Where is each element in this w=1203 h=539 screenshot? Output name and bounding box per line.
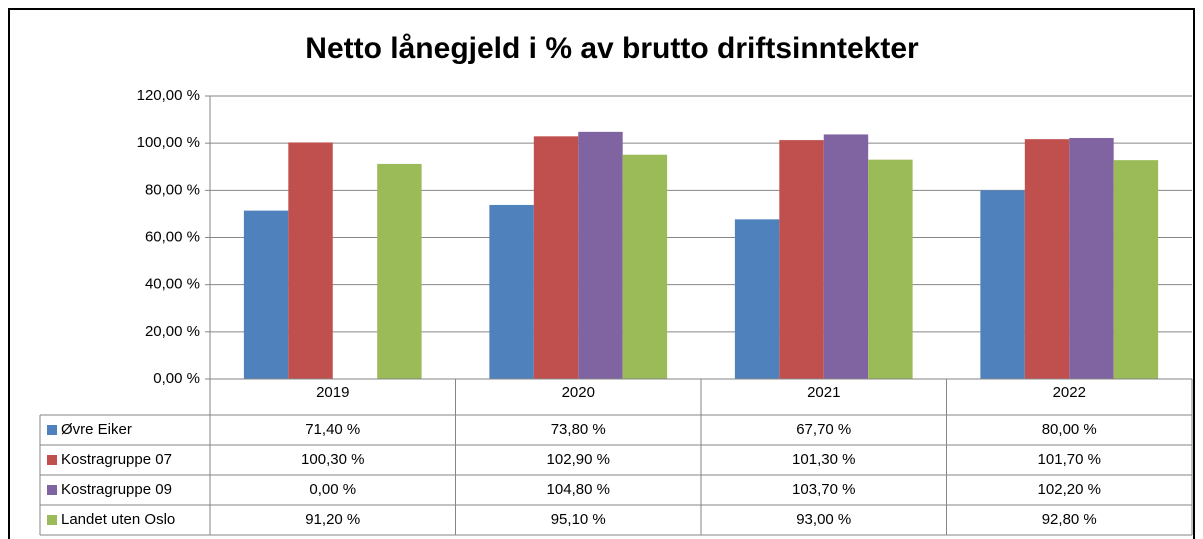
- table-value: 102,90 %: [547, 451, 610, 468]
- table-value: 92,80 %: [1042, 511, 1097, 528]
- y-tick-label: 40,00 %: [145, 276, 200, 293]
- bar: [868, 159, 913, 379]
- y-tick-label: 20,00 %: [145, 323, 200, 340]
- table-value: 91,20 %: [305, 511, 360, 528]
- y-tick-label: 100,00 %: [137, 134, 200, 151]
- bar: [288, 142, 333, 379]
- bar: [533, 136, 579, 379]
- table-value: 73,80 %: [551, 421, 606, 438]
- x-tick-label: 2020: [562, 384, 595, 401]
- bar: [1024, 139, 1070, 379]
- table-value: 0,00 %: [309, 481, 356, 498]
- table-value: 67,70 %: [796, 421, 851, 438]
- bar: [779, 140, 824, 379]
- table-value: 101,30 %: [792, 451, 855, 468]
- table-value: 80,00 %: [1042, 421, 1097, 438]
- legend-label: Øvre Eiker: [61, 421, 132, 438]
- table-value: 104,80 %: [547, 481, 610, 498]
- y-tick-label: 60,00 %: [145, 228, 200, 245]
- bar: [243, 210, 289, 379]
- legend-label: Kostragruppe 07: [61, 451, 172, 468]
- table-value: 93,00 %: [796, 511, 851, 528]
- bar: [377, 163, 422, 379]
- legend-key: [47, 425, 57, 435]
- legend-key: [47, 515, 57, 525]
- chart-title: Netto lånegjeld i % av brutto driftsinnt…: [305, 32, 919, 65]
- bar: [1113, 160, 1159, 379]
- legend-label: Kostragruppe 09: [61, 481, 172, 498]
- table-value: 71,40 %: [305, 421, 360, 438]
- legend-key: [47, 455, 57, 465]
- table-value: 102,20 %: [1038, 481, 1101, 498]
- y-tick-label: 80,00 %: [145, 181, 200, 198]
- y-tick-label: 120,00 %: [137, 87, 200, 104]
- bar: [980, 190, 1025, 379]
- bar: [1069, 137, 1114, 379]
- x-tick-label: 2021: [807, 384, 840, 401]
- bar: [578, 131, 623, 379]
- table-value: 101,70 %: [1038, 451, 1101, 468]
- table-value: 103,70 %: [792, 481, 855, 498]
- legend-key: [47, 485, 57, 495]
- bar: [734, 219, 780, 379]
- bar: [489, 204, 534, 379]
- y-tick-label: 0,00 %: [153, 370, 200, 387]
- x-tick-label: 2019: [316, 384, 349, 401]
- table-value: 95,10 %: [551, 511, 606, 528]
- bar: [622, 154, 668, 379]
- x-tick-label: 2022: [1053, 384, 1086, 401]
- bar: [823, 134, 869, 379]
- table-value: 100,30 %: [301, 451, 364, 468]
- legend-label: Landet uten Oslo: [61, 511, 175, 528]
